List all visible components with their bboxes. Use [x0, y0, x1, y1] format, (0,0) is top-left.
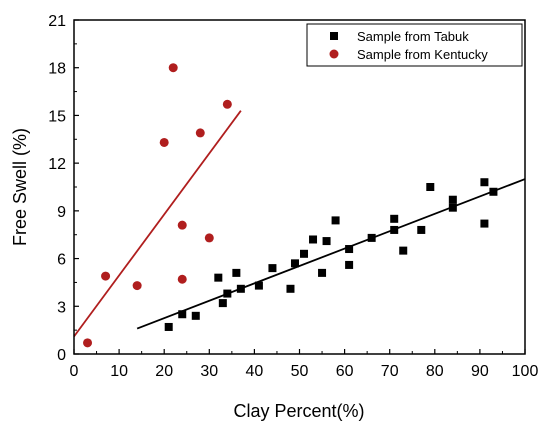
- data-point-series-0: [448, 195, 457, 204]
- y-tick-label: 9: [57, 204, 66, 221]
- data-point-series-0: [426, 183, 435, 191]
- data-point-series-0: [489, 187, 498, 196]
- x-tick-label: 50: [291, 363, 309, 380]
- y-axis: 0 3 6 9 12 15 18 21: [48, 13, 79, 364]
- x-axis: 0 10 20 30 40 50 60 70 80 90 100: [70, 349, 539, 380]
- legend-marker-series-0: [330, 32, 338, 40]
- data-point-series-0: [318, 268, 327, 277]
- data-point-series-0: [290, 259, 299, 268]
- data-point-series-0: [331, 216, 340, 225]
- y-tick-label: 6: [57, 252, 66, 269]
- data-point-series-0: [300, 249, 309, 258]
- data-point-series-0: [322, 237, 331, 246]
- data-point-series-1: [204, 233, 214, 243]
- data-point-series-0: [480, 178, 489, 187]
- data-point-series-1: [83, 338, 93, 348]
- trendline-series-1: [73, 110, 242, 338]
- trendline-series-0: [136, 178, 526, 330]
- y-tick-label: 3: [57, 299, 66, 316]
- data-point-series-1: [168, 63, 178, 73]
- legend-label-series-1: Sample from Kentucky: [357, 47, 488, 62]
- data-point-series-0: [417, 225, 426, 234]
- data-point-series-0: [218, 299, 227, 308]
- x-tick-label: 80: [426, 363, 444, 380]
- data-point-series-1: [101, 271, 111, 281]
- x-tick-label: 30: [200, 363, 218, 380]
- x-tick-label: 0: [70, 363, 79, 380]
- data-point-series-0: [286, 284, 295, 293]
- data-point-series-0: [236, 284, 245, 293]
- plot-marks: [73, 63, 526, 348]
- y-tick-label: 18: [48, 61, 66, 78]
- x-tick-label: 40: [246, 363, 264, 380]
- x-tick-label: 90: [471, 363, 489, 380]
- x-tick-label: 10: [110, 363, 128, 380]
- data-point-series-1: [222, 99, 232, 109]
- data-point-series-0: [399, 246, 408, 255]
- data-point-series-1: [159, 137, 169, 147]
- y-axis-title: Free Swell (%): [10, 128, 30, 246]
- x-tick-label: 100: [512, 363, 539, 380]
- data-point-series-0: [254, 281, 263, 290]
- legend-box: [306, 23, 523, 67]
- data-point-series-0: [232, 268, 241, 277]
- x-axis-title: Clay Percent(%): [233, 401, 364, 421]
- data-point-series-0: [164, 322, 173, 331]
- y-tick-label: 0: [57, 347, 66, 364]
- data-point-series-0: [367, 233, 376, 242]
- data-point-series-0: [191, 311, 200, 320]
- x-tick-label: 60: [336, 363, 354, 380]
- data-point-series-0: [309, 235, 318, 244]
- data-point-series-0: [345, 260, 354, 269]
- legend-label-series-0: Sample from Tabuk: [357, 29, 469, 44]
- data-point-series-1: [132, 281, 142, 291]
- y-tick-label: 12: [48, 156, 66, 173]
- data-point-series-0: [480, 219, 489, 228]
- data-point-series-0: [178, 310, 187, 319]
- legend-marker-series-1: [329, 49, 339, 59]
- data-point-series-0: [223, 289, 232, 298]
- x-tick-label: 20: [155, 363, 173, 380]
- data-point-series-0: [268, 264, 277, 273]
- data-point-series-1: [195, 128, 205, 138]
- legend: Sample from Tabuk Sample from Kentucky: [306, 23, 523, 67]
- data-point-series-0: [345, 245, 354, 254]
- y-tick-label: 15: [48, 108, 66, 125]
- x-tick-label: 70: [381, 363, 399, 380]
- data-point-series-0: [390, 214, 399, 223]
- data-point-series-1: [177, 274, 187, 284]
- data-point-series-0: [214, 273, 223, 282]
- y-tick-label: 21: [48, 13, 66, 30]
- data-point-series-0: [390, 225, 399, 234]
- data-point-series-0: [448, 203, 457, 212]
- data-point-series-1: [177, 220, 187, 230]
